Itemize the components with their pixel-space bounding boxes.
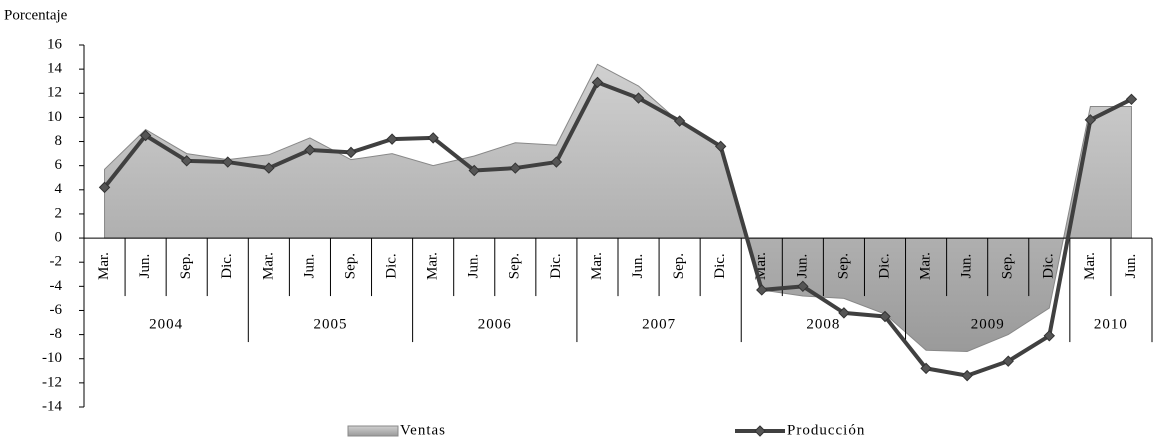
legend-label: Ventas	[400, 422, 446, 438]
marker	[1002, 355, 1014, 367]
x-tick-label: Mar.	[1082, 252, 1098, 280]
group-label: 2004	[149, 317, 183, 333]
marker	[673, 115, 686, 127]
y-tick-label: 8	[55, 133, 63, 149]
x-tick-label: Jun.	[466, 254, 482, 279]
x-tick-label: Mar.	[589, 252, 605, 280]
x-tick-label: Dic.	[876, 253, 892, 278]
marker	[797, 280, 809, 293]
marker	[550, 156, 563, 168]
marker	[98, 181, 111, 194]
group-label: 2009	[971, 317, 1005, 333]
group-label: 2010	[1094, 317, 1128, 333]
x-tick-label: Sep.	[178, 253, 194, 279]
y-tick-label: 16	[47, 36, 63, 52]
x-tick-label: Dic.	[712, 253, 728, 278]
y-tick-label: 10	[47, 109, 62, 125]
legend-marker	[754, 425, 766, 437]
marker	[345, 146, 357, 159]
y-tick-label: -10	[42, 350, 62, 366]
marker	[304, 144, 316, 156]
x-tick-label: Dic.	[219, 253, 235, 278]
marker	[386, 133, 398, 145]
x-tick-label: Mar.	[96, 252, 112, 280]
y-tick-label: -14	[42, 398, 62, 414]
marker	[756, 284, 768, 296]
x-tick-label: Jun.	[959, 254, 975, 279]
y-tick-label: -8	[50, 326, 63, 342]
x-tick-label: Sep.	[1000, 253, 1016, 279]
y-tick-label: -12	[42, 374, 62, 390]
x-tick-label: Sep.	[507, 253, 523, 279]
group-label: 2006	[478, 317, 512, 333]
x-tick-label: Mar.	[425, 252, 441, 280]
group-label: 2008	[806, 317, 840, 333]
x-tick-label: Jun.	[794, 254, 810, 279]
marker	[591, 76, 604, 89]
marker	[1125, 93, 1138, 106]
y-tick-label: 0	[55, 230, 63, 246]
y-tick-label: 12	[47, 85, 62, 101]
x-tick-label: Dic.	[384, 253, 400, 278]
marker	[468, 164, 480, 177]
x-tick-label: Sep.	[342, 253, 358, 279]
marker	[222, 156, 234, 168]
marker	[714, 140, 727, 153]
line	[102, 80, 1133, 378]
marker	[427, 132, 439, 144]
x-tick-label: Sep.	[671, 253, 687, 279]
marker	[879, 310, 891, 323]
y-tick-label: 2	[55, 205, 63, 221]
x-tick-label: Dic.	[548, 253, 564, 278]
x-tick-label: Jun.	[137, 254, 153, 279]
x-tick-label: Jun.	[630, 254, 646, 279]
y-tick-label: 6	[55, 157, 63, 173]
y-tick-label: -4	[50, 278, 63, 294]
y-tick-label: 14	[47, 61, 63, 77]
x-tick-label: Sep.	[835, 253, 851, 279]
x-tick-label: Mar.	[260, 252, 276, 280]
marker	[838, 307, 850, 319]
marker	[961, 369, 973, 382]
x-tick-label: Dic.	[1041, 253, 1057, 278]
x-tick-label: Mar.	[918, 252, 934, 280]
marker	[1084, 114, 1097, 126]
marker	[139, 129, 152, 142]
group-label: 2007	[642, 317, 676, 333]
legend-label: Producción	[787, 422, 865, 438]
area	[104, 63, 1132, 352]
x-tick-label: Jun.	[301, 254, 317, 279]
y-tick-label: -2	[50, 254, 63, 270]
marker	[1043, 330, 1056, 342]
marker	[509, 162, 522, 174]
y-tick-label: -6	[50, 302, 63, 318]
group-label: 2005	[313, 317, 347, 333]
marker	[632, 92, 645, 104]
marker	[263, 162, 275, 174]
y-axis-label: Porcentaje	[4, 7, 68, 23]
x-tick-label: Jun.	[1123, 254, 1139, 279]
marker	[180, 155, 193, 167]
marker	[920, 362, 932, 375]
y-tick-label: 4	[55, 181, 63, 197]
legend-swatch	[347, 425, 399, 437]
